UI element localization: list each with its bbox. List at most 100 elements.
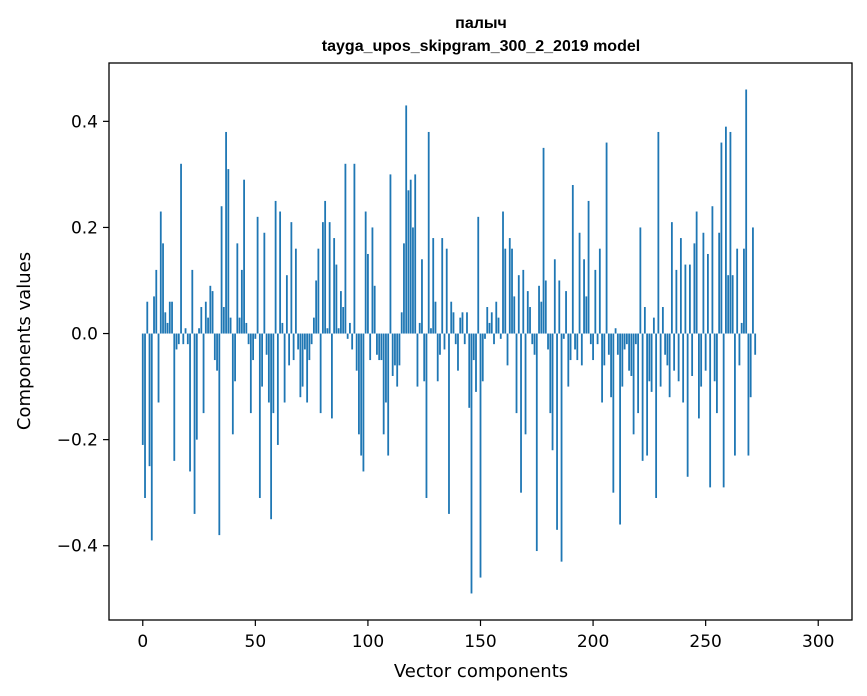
- bar: [265, 333, 268, 355]
- bar: [646, 333, 649, 456]
- bar: [146, 301, 149, 334]
- bar: [144, 333, 146, 498]
- bar: [598, 248, 601, 334]
- bar: [484, 333, 486, 339]
- bar: [321, 222, 324, 334]
- bar: [583, 259, 585, 334]
- bar: [272, 333, 275, 414]
- bar: [274, 200, 277, 334]
- bar: [472, 333, 475, 361]
- bar: [425, 333, 428, 498]
- x-axis-ticks: 0 50 100 150 200 250 300: [137, 620, 834, 652]
- bar: [513, 296, 516, 334]
- bar: [405, 105, 408, 334]
- bar: [562, 333, 565, 339]
- bar: [682, 333, 685, 403]
- bar: [204, 301, 207, 334]
- bar: [713, 333, 716, 382]
- x-tick-label: 0: [137, 632, 148, 652]
- bar: [535, 333, 538, 552]
- bar: [335, 264, 338, 334]
- bar: [526, 291, 529, 334]
- bar: [740, 322, 743, 334]
- bar: [362, 333, 365, 472]
- bar: [529, 307, 531, 334]
- bar: [198, 328, 200, 334]
- bar: [249, 333, 252, 414]
- bar: [752, 227, 754, 334]
- bar: [614, 328, 617, 334]
- bar: [445, 248, 448, 334]
- bar: [470, 333, 473, 594]
- bar: [497, 317, 500, 334]
- bar: [186, 333, 189, 345]
- bar: [731, 275, 734, 334]
- bars-group: [141, 89, 757, 594]
- y-tick-label: 0.0: [71, 325, 98, 345]
- bar: [589, 333, 592, 345]
- bar: [328, 222, 331, 334]
- bar: [173, 333, 176, 461]
- bar: [691, 333, 694, 376]
- bar: [369, 333, 372, 361]
- bar: [439, 333, 441, 355]
- bar: [443, 333, 446, 350]
- bar: [738, 333, 741, 366]
- bar: [725, 126, 727, 334]
- bar: [209, 285, 212, 334]
- bar: [605, 142, 608, 334]
- bar: [276, 333, 279, 445]
- bar: [657, 131, 660, 334]
- bar: [364, 211, 367, 334]
- bar: [184, 328, 187, 334]
- bar: [463, 333, 466, 345]
- bar: [371, 227, 374, 334]
- bar: [175, 333, 178, 350]
- bar: [716, 333, 718, 414]
- bar: [684, 264, 687, 334]
- bar: [639, 227, 642, 334]
- bar: [576, 333, 579, 361]
- bar: [281, 322, 284, 334]
- bar: [641, 333, 644, 461]
- bar: [279, 211, 282, 334]
- bar: [216, 333, 218, 371]
- bar: [567, 333, 570, 387]
- bar: [349, 322, 351, 334]
- x-tick-label: 250: [689, 632, 721, 652]
- bar: [700, 333, 703, 387]
- bar: [398, 333, 401, 366]
- bar: [520, 333, 522, 493]
- bar: [707, 253, 709, 334]
- bar: [632, 333, 635, 435]
- bar: [718, 232, 721, 334]
- bar: [159, 211, 162, 334]
- bar: [628, 333, 630, 371]
- bar: [508, 238, 511, 334]
- bar: [227, 169, 230, 334]
- bar: [256, 216, 259, 334]
- bar: [166, 322, 169, 334]
- bar: [373, 285, 376, 334]
- bar: [189, 333, 191, 472]
- bar: [601, 333, 603, 403]
- bar: [403, 243, 405, 334]
- bar: [531, 333, 534, 345]
- bar: [511, 248, 513, 334]
- bar: [387, 333, 390, 456]
- bar: [603, 333, 606, 366]
- bar: [574, 333, 576, 350]
- bar: [430, 328, 432, 334]
- bar: [551, 333, 554, 451]
- bar: [423, 333, 426, 382]
- bar: [571, 185, 574, 334]
- bar: [254, 333, 257, 339]
- bar: [367, 253, 369, 334]
- bar: [616, 333, 619, 355]
- bar: [380, 333, 383, 361]
- bar: [263, 232, 266, 334]
- bar: [734, 333, 736, 456]
- bar: [457, 333, 459, 371]
- bar: [177, 333, 180, 345]
- bar: [240, 269, 243, 334]
